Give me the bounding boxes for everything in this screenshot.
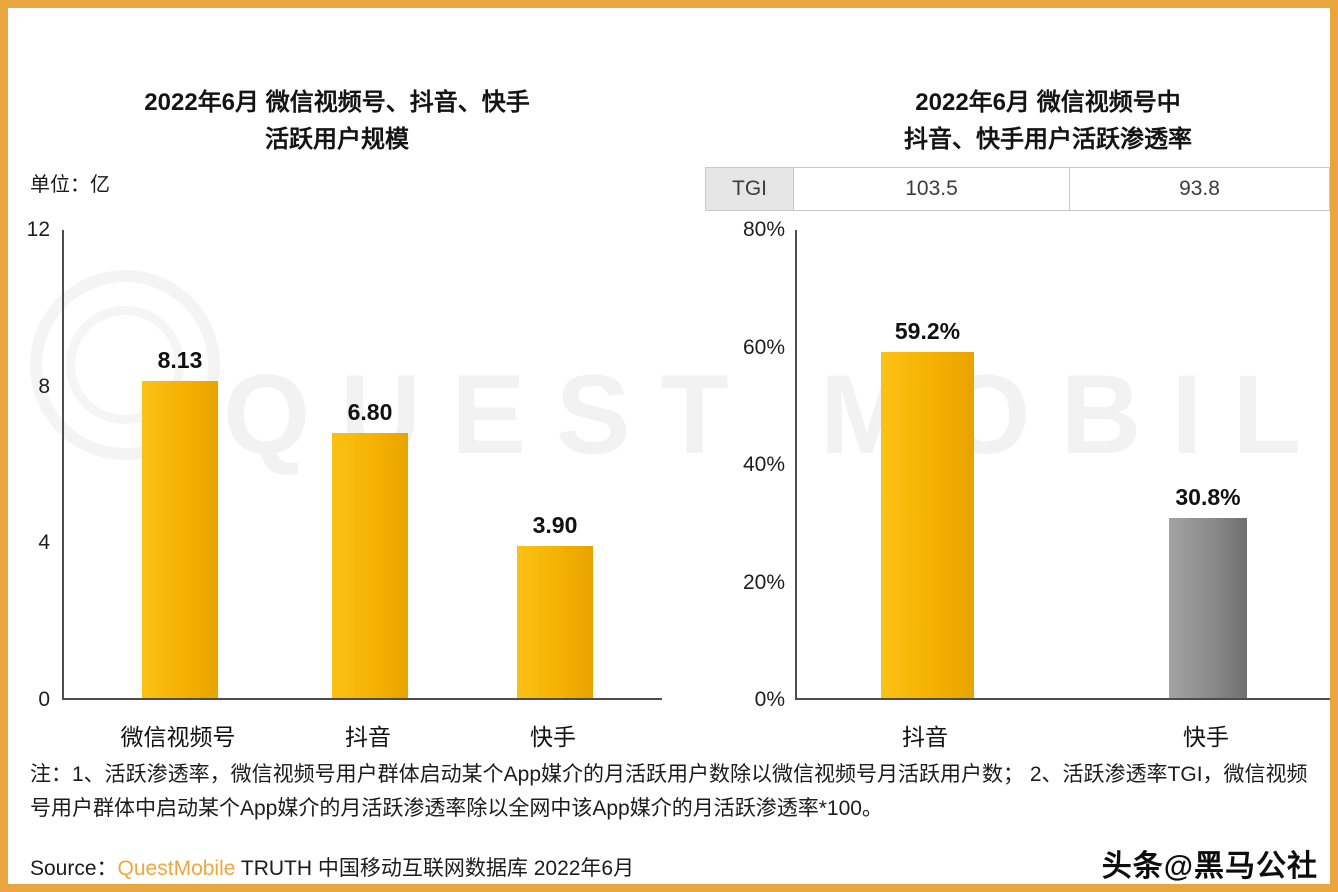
- bar-value-weixin-channels: 8.13: [157, 346, 203, 373]
- right-ytick-40: 40%: [742, 453, 785, 476]
- bar-douyin-penetration: [881, 351, 974, 698]
- right-ytick-80: 80%: [742, 218, 785, 241]
- right-chart-title-line1: 2022年6月 微信视频号中: [915, 89, 1181, 116]
- questmobile-logo-inner-circle-icon: [66, 306, 184, 424]
- source-line: Source：QuestMobile TRUTH 中国移动互联网数据库 2022…: [30, 852, 634, 882]
- right-ytick-60: 60%: [742, 336, 785, 359]
- bar-column-kuaishou-penetration: 30.8%: [1169, 230, 1247, 698]
- right-plot-area: 59.2% 30.8%: [795, 230, 1330, 700]
- bar-weixin-channels: [142, 380, 218, 698]
- left-xlabel-douyin: 抖音: [345, 724, 391, 750]
- left-ytick-0: 0: [38, 688, 50, 711]
- bar-kuaishou-penetration: [1169, 517, 1247, 698]
- right-chart-title: 2022年6月 微信视频号中 抖音、快手用户活跃渗透率: [793, 84, 1303, 158]
- right-ytick-20: 20%: [742, 571, 785, 594]
- right-chart-title-line2: 抖音、快手用户活跃渗透率: [904, 126, 1192, 154]
- bar-value-kuaishou-scale: 3.90: [532, 511, 578, 538]
- footnote-text: 注：1、活跃渗透率，微信视频号用户群体启动某个App媒介的月活跃用户数除以微信视…: [30, 763, 1308, 820]
- left-ytick-4: 4: [38, 531, 50, 554]
- source-prefix: Source：: [30, 857, 118, 880]
- bar-value-kuaishou-penetration: 30.8%: [1175, 483, 1241, 510]
- bar-value-douyin-penetration: 59.2%: [894, 317, 961, 344]
- tgi-table: TGI 103.5 93.8: [705, 167, 1330, 211]
- bar-douyin-scale: [332, 432, 408, 698]
- left-xlabel-kuaishou: 快手: [530, 724, 576, 750]
- bar-column-weixin-channels: 8.13: [142, 230, 218, 698]
- bar-column-douyin-scale: 6.80: [332, 230, 408, 698]
- source-brand: QuestMobile: [117, 857, 236, 880]
- left-chart-unit-label: 单位：亿: [30, 174, 110, 196]
- right-ytick-0: 0%: [754, 688, 785, 711]
- bar-value-douyin-scale: 6.80: [347, 398, 393, 425]
- bar-column-kuaishou-scale: 3.90: [517, 230, 593, 698]
- bar-kuaishou-scale: [517, 545, 593, 698]
- left-xlabel-weixin-channels: 微信视频号: [120, 724, 236, 750]
- left-chart-title-line1: 2022年6月 微信视频号、抖音、快手: [144, 89, 530, 116]
- left-plot-area: 8.13 6.80 3.90: [62, 230, 662, 700]
- left-chart-title: 2022年6月 微信视频号、抖音、快手 活跃用户规模: [57, 84, 617, 158]
- tgi-value-kuaishou: 93.8: [1070, 167, 1330, 211]
- left-ytick-8: 8: [38, 375, 50, 398]
- tgi-value-douyin: 103.5: [794, 167, 1070, 211]
- left-ytick-12: 12: [26, 218, 50, 241]
- left-chart-title-line2: 活跃用户规模: [265, 126, 409, 154]
- source-rest: TRUTH 中国移动互联网数据库 2022年6月: [235, 857, 635, 880]
- toutiao-author-badge: 头条@黑马公社: [1101, 850, 1318, 883]
- right-xlabel-kuaishou: 快手: [1183, 724, 1229, 750]
- bar-column-douyin-penetration: 59.2%: [881, 230, 974, 698]
- tgi-header-cell: TGI: [705, 167, 794, 211]
- right-xlabel-douyin: 抖音: [902, 724, 948, 750]
